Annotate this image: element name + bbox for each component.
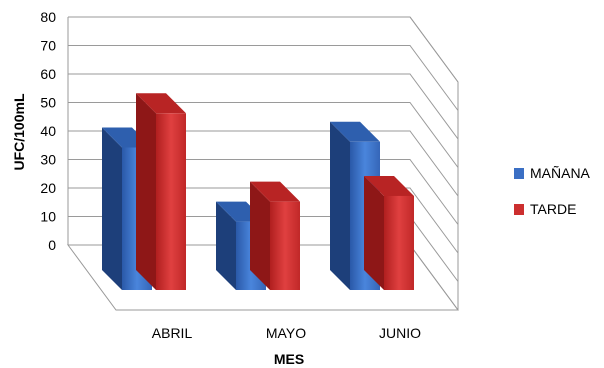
legend-label: TARDE	[530, 201, 576, 217]
bar-tarde-abril	[156, 113, 186, 290]
y-tick-label: 60	[40, 66, 56, 82]
bar-side-mañana-abril	[102, 127, 122, 290]
gridline	[68, 45, 459, 111]
bar-top-tarde-mayo	[250, 181, 300, 202]
x-axis-title: MES	[274, 351, 304, 367]
bar-top-tarde-junio	[364, 175, 414, 196]
y-axis-title: UFC/100mL	[11, 93, 27, 170]
bar-side-mañana-mayo	[216, 201, 236, 290]
legend-label: MAÑANA	[530, 165, 591, 181]
legend-swatch	[514, 204, 524, 215]
bar-top-tarde-abril	[136, 93, 186, 114]
y-tick-label: 50	[40, 95, 56, 111]
y-tick-label: 80	[40, 9, 56, 25]
y-tick-label: 40	[40, 123, 56, 139]
bars	[102, 93, 414, 290]
bar-side-mañana-junio	[330, 121, 350, 290]
y-tick-label: 70	[40, 38, 56, 54]
legend: MAÑANA TARDE	[514, 165, 591, 217]
legend-swatch	[514, 168, 524, 179]
x-tick-label: MAYO	[266, 325, 306, 341]
gridline	[68, 73, 459, 140]
y-tick-label: 30	[40, 152, 56, 168]
bar-tarde-mayo	[270, 201, 300, 290]
bar-side-tarde-abril	[136, 93, 156, 290]
x-tick-label: JUNIO	[379, 325, 421, 341]
bar-tarde-junio	[384, 195, 414, 290]
y-tick-label: 10	[40, 209, 56, 225]
y-tick-label: 20	[40, 180, 56, 196]
gridline	[68, 102, 459, 168]
y-axis-ticks: 0 10 20 30 40 50 60 70 80	[40, 9, 56, 253]
x-axis-ticks: ABRIL MAYO JUNIO	[152, 325, 421, 341]
y-tick-label: 0	[48, 237, 56, 253]
bar-side-tarde-mayo	[250, 181, 270, 290]
gridline	[68, 16, 459, 83]
bar-top-mañana-junio	[330, 121, 380, 142]
bar-side-tarde-junio	[364, 175, 384, 290]
x-tick-label: ABRIL	[152, 325, 193, 341]
